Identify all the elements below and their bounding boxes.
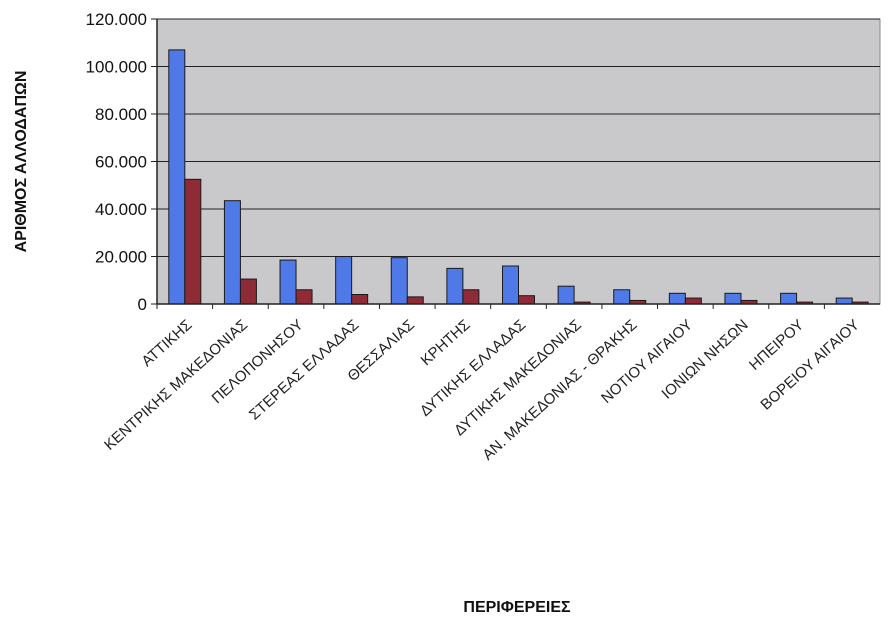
bar-series-1-7: [502, 265, 519, 305]
bar-series-1-3: [279, 259, 297, 305]
bar-series-1-1: [168, 49, 186, 305]
bar-series-2-2: [239, 278, 257, 305]
bar-series-2-5: [406, 296, 424, 305]
y-tick-label: 40.000: [95, 200, 147, 219]
y-tick-label: 120.000: [86, 10, 147, 29]
bar-series-1-10: [668, 292, 686, 305]
bars: [168, 49, 869, 305]
bar-series-1-13: [835, 297, 853, 305]
x-category-label: ΔΥΤΙΚΗΣ ΕΛΛΑΔΑΣ: [417, 316, 529, 420]
y-tick-label: 80.000: [95, 105, 147, 124]
x-category-label: ΣΤΕΡΕΑΣ ΕΛΛΑΔΑΣ: [246, 316, 362, 423]
y-axis-title: ΑΡΙΘΜΟΣ ΑΛΛΟΔΑΠΩΝ: [13, 71, 30, 253]
bar-series-1-6: [446, 267, 464, 305]
bar-series-2-4: [351, 294, 369, 305]
y-tick-label: 20.000: [95, 248, 147, 267]
bar-series-1-4: [335, 256, 353, 305]
bar-series-2-10: [684, 297, 702, 305]
bar-series-1-2: [223, 200, 241, 305]
bar-series-2-6: [462, 289, 480, 305]
y-tick-label: 60.000: [95, 153, 147, 172]
bar-series-2-7: [518, 295, 535, 305]
bar-series-1-11: [724, 292, 742, 305]
x-category-label: ΒΟΡΕΙΟΥ ΑΙΓΑΙΟΥ: [757, 316, 862, 413]
y-axis-ticks: 0 20.000 40.000 60.000 80.000 100.000 120.000: [86, 10, 157, 314]
bar-series-1-9: [613, 289, 631, 305]
y-tick-label: 0: [138, 295, 147, 314]
bar-series-1-5: [390, 257, 408, 305]
bar-series-2-1: [184, 178, 202, 305]
bar-series-2-3: [295, 289, 313, 305]
x-category-label: ΑΤΤΙΚΗΣ: [138, 316, 195, 370]
bar-series-1-8: [557, 285, 575, 305]
x-axis-title: ΠΕΡΙΦΕΡΕΙΕΣ: [463, 599, 571, 616]
x-category-label: ΚΡΗΤΗΣ: [418, 316, 474, 369]
bar-series-1-12: [780, 292, 798, 305]
y-tick-label: 100.000: [86, 58, 147, 77]
